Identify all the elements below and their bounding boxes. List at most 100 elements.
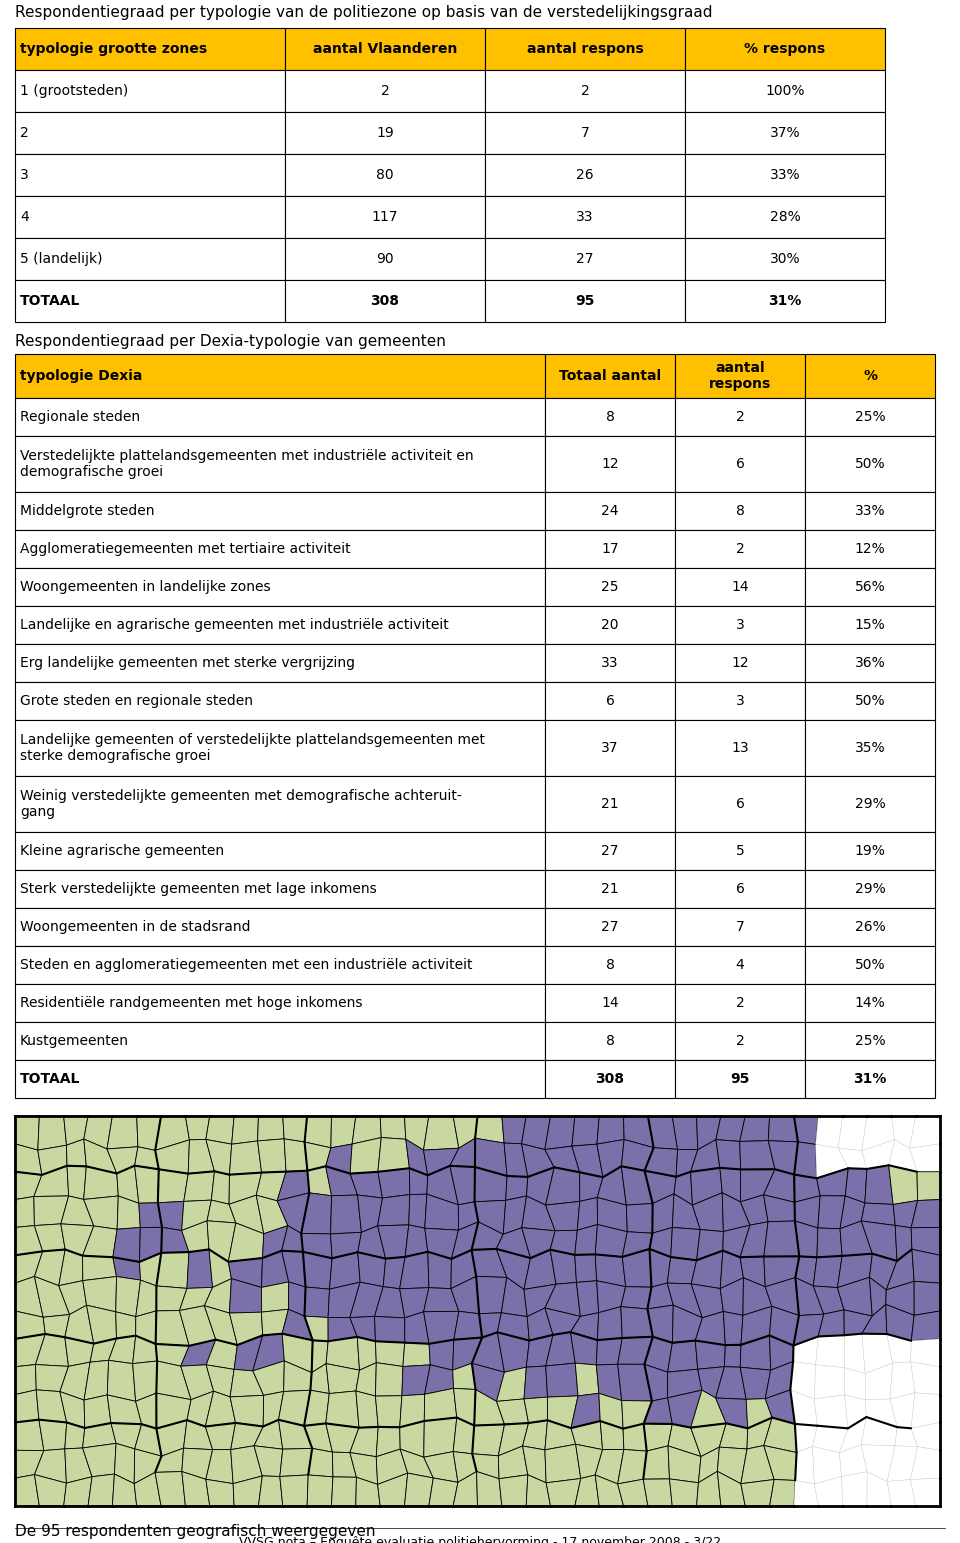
Polygon shape — [423, 1148, 459, 1176]
Polygon shape — [716, 1140, 740, 1170]
Polygon shape — [763, 1194, 795, 1222]
Polygon shape — [263, 1392, 283, 1426]
Polygon shape — [496, 1228, 531, 1258]
Text: 3: 3 — [735, 694, 744, 708]
Polygon shape — [256, 1196, 288, 1234]
Polygon shape — [545, 1168, 580, 1205]
Polygon shape — [740, 1140, 775, 1170]
Polygon shape — [185, 1116, 209, 1140]
Polygon shape — [261, 1310, 288, 1335]
Bar — [675, 568, 805, 606]
Text: aantal
respons: aantal respons — [708, 361, 771, 390]
Polygon shape — [770, 1307, 799, 1345]
Polygon shape — [795, 1424, 817, 1452]
Polygon shape — [643, 1446, 669, 1480]
Polygon shape — [132, 1336, 157, 1364]
Polygon shape — [498, 1423, 529, 1457]
Polygon shape — [83, 1256, 116, 1281]
Polygon shape — [378, 1168, 410, 1197]
Polygon shape — [64, 1447, 92, 1483]
Polygon shape — [765, 1278, 799, 1316]
Polygon shape — [83, 1443, 116, 1477]
Polygon shape — [644, 1148, 678, 1177]
Bar — [285, 69, 485, 113]
Polygon shape — [861, 1204, 896, 1225]
Polygon shape — [66, 1139, 86, 1167]
Text: %: % — [863, 369, 877, 383]
Polygon shape — [650, 1248, 671, 1287]
Polygon shape — [230, 1446, 262, 1484]
Polygon shape — [740, 1367, 771, 1400]
Polygon shape — [356, 1362, 376, 1396]
Polygon shape — [861, 1444, 895, 1481]
Polygon shape — [231, 1116, 258, 1145]
Bar — [15, 492, 545, 529]
Polygon shape — [893, 1200, 918, 1228]
Polygon shape — [644, 1364, 667, 1401]
Polygon shape — [135, 1312, 156, 1344]
Polygon shape — [234, 1335, 263, 1370]
Polygon shape — [668, 1446, 701, 1483]
Polygon shape — [375, 1341, 405, 1367]
Polygon shape — [65, 1338, 94, 1367]
Text: 29%: 29% — [854, 798, 885, 812]
Text: 2: 2 — [735, 542, 744, 555]
Bar — [285, 154, 485, 196]
Polygon shape — [254, 1446, 283, 1477]
Polygon shape — [60, 1196, 94, 1227]
Text: 3: 3 — [20, 168, 29, 182]
Polygon shape — [39, 1420, 66, 1450]
Polygon shape — [653, 1194, 674, 1233]
Polygon shape — [496, 1248, 531, 1290]
Polygon shape — [521, 1116, 550, 1150]
Polygon shape — [667, 1390, 702, 1427]
Polygon shape — [870, 1254, 897, 1290]
Polygon shape — [43, 1315, 69, 1338]
Polygon shape — [839, 1444, 867, 1477]
Polygon shape — [257, 1116, 284, 1140]
Bar — [15, 1060, 545, 1099]
Polygon shape — [229, 1140, 261, 1174]
Text: 13: 13 — [732, 741, 749, 755]
Polygon shape — [161, 1227, 189, 1253]
Polygon shape — [205, 1392, 235, 1427]
Polygon shape — [228, 1224, 264, 1262]
Bar — [805, 529, 935, 568]
Text: 30%: 30% — [770, 252, 801, 265]
Polygon shape — [580, 1173, 603, 1202]
Polygon shape — [15, 1276, 43, 1318]
Text: 12: 12 — [601, 457, 619, 471]
Polygon shape — [206, 1366, 234, 1396]
Polygon shape — [399, 1288, 429, 1318]
Polygon shape — [844, 1333, 865, 1373]
Bar — [805, 832, 935, 870]
Polygon shape — [595, 1449, 624, 1484]
Polygon shape — [837, 1278, 873, 1316]
Text: Kustgemeenten: Kustgemeenten — [20, 1034, 129, 1048]
Polygon shape — [406, 1139, 428, 1176]
Polygon shape — [187, 1392, 213, 1427]
Polygon shape — [453, 1389, 475, 1426]
Bar — [15, 279, 285, 322]
Polygon shape — [672, 1116, 698, 1150]
Polygon shape — [423, 1288, 459, 1312]
Polygon shape — [134, 1449, 161, 1484]
Polygon shape — [572, 1145, 603, 1177]
Text: 14: 14 — [601, 995, 619, 1011]
Text: Agglomeratiegemeenten met tertiaire activiteit: Agglomeratiegemeenten met tertiaire acti… — [20, 542, 350, 555]
Polygon shape — [546, 1478, 581, 1506]
Polygon shape — [667, 1369, 702, 1398]
Polygon shape — [816, 1145, 849, 1179]
Text: 25: 25 — [601, 580, 619, 594]
Polygon shape — [765, 1361, 793, 1398]
Bar — [15, 870, 545, 907]
Polygon shape — [84, 1395, 111, 1427]
Polygon shape — [644, 1171, 676, 1204]
Text: Kleine agrarische gemeenten: Kleine agrarische gemeenten — [20, 844, 224, 858]
Polygon shape — [405, 1225, 428, 1258]
Polygon shape — [15, 1390, 39, 1423]
Bar — [805, 682, 935, 721]
Polygon shape — [741, 1446, 774, 1484]
Polygon shape — [862, 1304, 887, 1335]
Text: 21: 21 — [601, 883, 619, 896]
